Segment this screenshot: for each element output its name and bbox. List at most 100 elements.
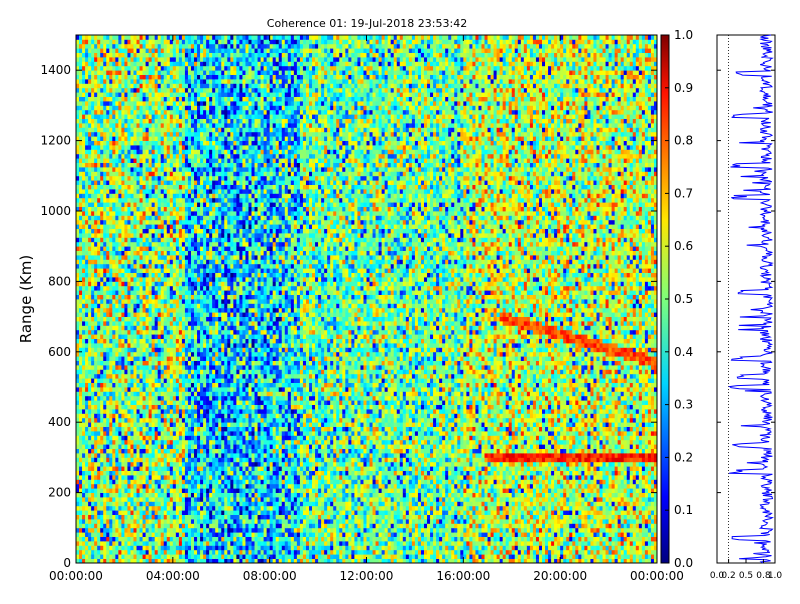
heatmap-cell — [157, 246, 162, 251]
heatmap-cell — [85, 558, 89, 564]
heatmap-cell — [94, 483, 98, 489]
heatmap-cell — [151, 325, 156, 331]
heatmap-cell — [127, 233, 131, 238]
heatmap-cell — [172, 162, 177, 168]
heatmap-cell — [145, 382, 150, 388]
heatmap-cell — [194, 519, 198, 524]
heatmap-cell — [79, 395, 83, 401]
heatmap-cell — [200, 413, 204, 419]
heatmap-cell — [103, 255, 107, 260]
heatmap-cell — [118, 48, 122, 53]
heatmap-cell — [118, 70, 122, 75]
heatmap-cell — [163, 202, 168, 207]
heatmap-cell — [118, 162, 122, 168]
heatmap-cell — [106, 431, 110, 436]
heatmap-cell — [94, 268, 98, 273]
heatmap-cell — [124, 158, 128, 163]
heatmap-cell — [148, 105, 153, 111]
heatmap-cell — [106, 334, 110, 339]
heatmap-cell — [163, 329, 168, 335]
heatmap-cell — [172, 307, 177, 313]
heatmap-cell — [121, 413, 125, 419]
heatmap-cell — [157, 475, 162, 480]
heatmap-cell — [127, 43, 131, 49]
heatmap-cell — [172, 127, 177, 133]
heatmap-cell — [85, 118, 89, 124]
heatmap-cell — [184, 180, 189, 185]
heatmap-cell — [130, 373, 134, 379]
heatmap-cell — [103, 233, 107, 238]
heatmap-cell — [197, 250, 201, 256]
heatmap-cell — [76, 140, 80, 146]
heatmap-cell — [79, 510, 83, 515]
heatmap-cell — [85, 382, 89, 388]
heatmap-cell — [148, 475, 153, 480]
heatmap-cell — [100, 268, 104, 273]
heatmap-cell — [163, 290, 168, 295]
heatmap-cell — [154, 409, 159, 414]
heatmap-cell — [190, 105, 195, 111]
heatmap-cell — [187, 114, 192, 119]
heatmap-cell — [181, 136, 186, 141]
heatmap-cell — [190, 250, 195, 256]
heatmap-cell — [184, 167, 189, 172]
heatmap-cell — [121, 444, 125, 449]
heatmap-cell — [121, 303, 125, 309]
heatmap-cell — [175, 136, 180, 141]
heatmap-cell — [190, 281, 195, 287]
heatmap-cell — [82, 497, 86, 502]
heatmap-cell — [103, 96, 107, 102]
heatmap-cell — [91, 241, 95, 247]
heatmap-cell — [190, 369, 195, 375]
heatmap-cell — [154, 431, 159, 436]
heatmap-cell — [124, 39, 128, 45]
heatmap-cell — [124, 387, 128, 392]
heatmap-cell — [139, 61, 143, 67]
heatmap-cell — [136, 303, 140, 309]
heatmap-cell — [181, 316, 186, 322]
heatmap-cell — [88, 554, 92, 559]
heatmap-cell — [187, 105, 192, 111]
heatmap-cell — [118, 497, 122, 502]
heatmap-cell — [157, 325, 162, 331]
heatmap-cell — [127, 439, 131, 445]
heatmap-cell — [100, 527, 104, 533]
heatmap-cell — [112, 290, 116, 295]
heatmap-cell — [145, 475, 150, 480]
heatmap-cell — [163, 246, 168, 251]
heatmap-cell — [157, 294, 162, 300]
heatmap-cell — [88, 391, 92, 397]
heatmap-cell — [121, 96, 125, 102]
heatmap-cell — [82, 343, 86, 348]
heatmap-cell — [142, 461, 146, 467]
heatmap-cell — [175, 532, 180, 537]
heatmap-cell — [106, 439, 110, 445]
heatmap-cell — [88, 316, 92, 322]
heatmap-cell — [115, 228, 119, 234]
heatmap-cell — [142, 193, 146, 199]
heatmap-cell — [133, 277, 137, 282]
heatmap-cell — [85, 505, 89, 511]
heatmap-cell — [151, 171, 156, 177]
heatmap-cell — [172, 79, 177, 84]
heatmap-cell — [187, 453, 192, 458]
heatmap-cell — [121, 197, 125, 203]
heatmap-cell — [88, 448, 92, 454]
heatmap-cell — [178, 431, 183, 436]
heatmap-cell — [82, 105, 86, 111]
heatmap-cell — [160, 79, 165, 84]
heatmap-cell — [130, 241, 134, 247]
heatmap-cell — [94, 259, 98, 265]
heatmap-cell — [130, 479, 134, 485]
heatmap-cell — [157, 167, 162, 172]
heatmap-cell — [190, 541, 195, 546]
heatmap-cell — [190, 180, 195, 185]
heatmap-cell — [169, 65, 174, 71]
heatmap-cell — [124, 87, 128, 93]
heatmap-cell — [151, 347, 156, 353]
heatmap-cell — [160, 334, 165, 339]
heatmap-cell — [79, 241, 83, 247]
heatmap-cell — [200, 448, 204, 454]
heatmap-cell — [190, 65, 195, 71]
